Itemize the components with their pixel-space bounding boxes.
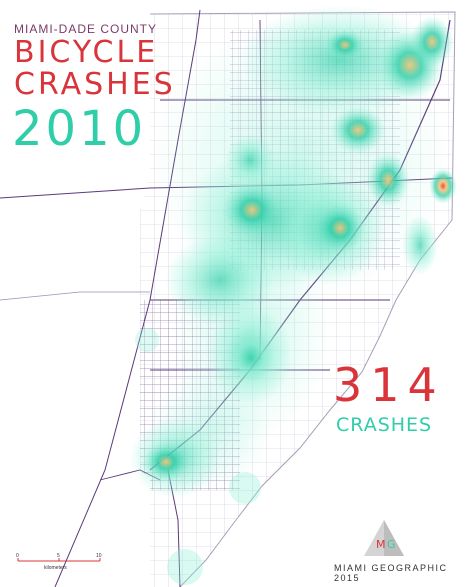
scale-tick-5: 5 <box>57 553 60 559</box>
logo-letters-g: G <box>387 538 396 551</box>
crash-count-label: CRASHES <box>336 414 433 436</box>
heat-layer <box>130 5 457 585</box>
scale-unit: kilometers <box>44 565 67 571</box>
scale-tick-10: 10 <box>96 553 102 559</box>
county-label: MIAMI-DADE COUNTY <box>14 22 157 36</box>
title-year: 2010 <box>12 101 147 157</box>
title-line-1: BICYCLE <box>14 35 159 70</box>
logo-letters: M <box>376 538 386 551</box>
scale-tick-0: 0 <box>16 553 19 559</box>
scale-bar: 0 5 10 kilometers <box>16 553 102 571</box>
crash-count: 314 <box>333 358 445 412</box>
credit-text: MIAMI GEOGRAPHIC 2015 <box>334 563 448 583</box>
miami-geographic-logo: M G <box>364 520 404 556</box>
title-line-2: CRASHES <box>14 67 176 102</box>
